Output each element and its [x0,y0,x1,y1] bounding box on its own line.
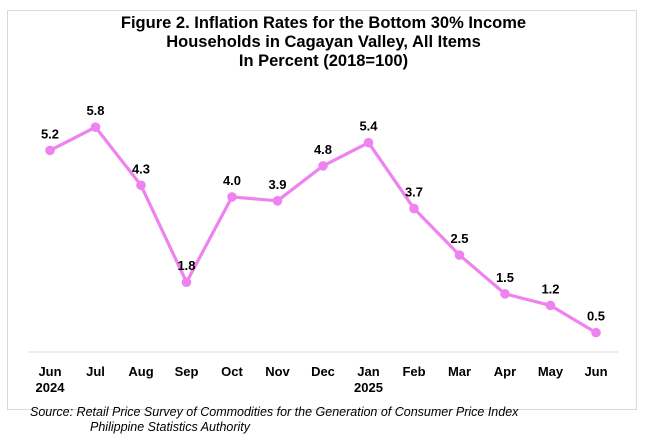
data-label: 1.5 [496,270,514,285]
x-tick-label: Feb [402,364,425,379]
chart-title: Figure 2. Inflation Rates for the Bottom… [0,14,647,71]
data-point [454,250,465,260]
data-label: 5.2 [41,126,59,141]
data-point [181,277,192,288]
data-point [363,137,374,148]
x-tick-label: Aug [128,364,153,379]
data-point [90,122,101,132]
data-point [409,203,419,214]
data-point [591,327,601,338]
data-label: 1.8 [177,258,195,273]
title-line-2: Households in Cagayan Valley, All Items [166,33,481,51]
data-label: 2.5 [450,231,468,246]
x-tick-label: Sep [175,364,199,379]
data-point [272,196,283,206]
data-point [545,300,556,311]
data-label: 4.0 [223,173,241,188]
chart-frame [7,10,637,410]
data-point [318,161,328,171]
data-label: 3.9 [268,177,286,192]
x-tick-label: Jan [357,364,379,379]
source-line-2: Philippine Statistics Authority [90,420,251,434]
x-tick-year-label: 2025 [354,380,383,395]
data-point [136,180,146,191]
data-label: 0.5 [587,309,605,324]
x-tick-label: Nov [265,364,290,379]
x-tick-label: Dec [311,364,335,379]
x-tick-label: Jul [86,364,105,379]
source-note: Source: Retail Price Survey of Commoditi… [30,405,518,435]
data-label: 5.4 [359,119,378,134]
series-line [49,125,597,334]
x-tick-label: Apr [494,364,516,379]
source-line-1: Source: Retail Price Survey of Commoditi… [30,405,519,419]
title-line-1: Figure 2. Inflation Rates for the Bottom… [120,14,527,32]
x-tick-label: Oct [221,364,243,379]
x-tick-year-label: 2024 [36,380,66,395]
data-label: 4.3 [132,161,150,176]
data-point [500,289,510,299]
data-label: 3.7 [405,185,423,200]
data-label: 5.8 [86,103,104,118]
data-label: 1.2 [541,281,559,296]
data-point [227,192,237,202]
title-line-3: In Percent (2018=100) [238,52,409,70]
x-tick-label: Jun [38,364,61,379]
data-point [45,145,55,156]
data-label: 4.8 [314,142,332,157]
x-tick-label: Jun [584,364,607,379]
x-tick-label: Mar [448,364,471,379]
x-tick-label: May [538,364,564,379]
